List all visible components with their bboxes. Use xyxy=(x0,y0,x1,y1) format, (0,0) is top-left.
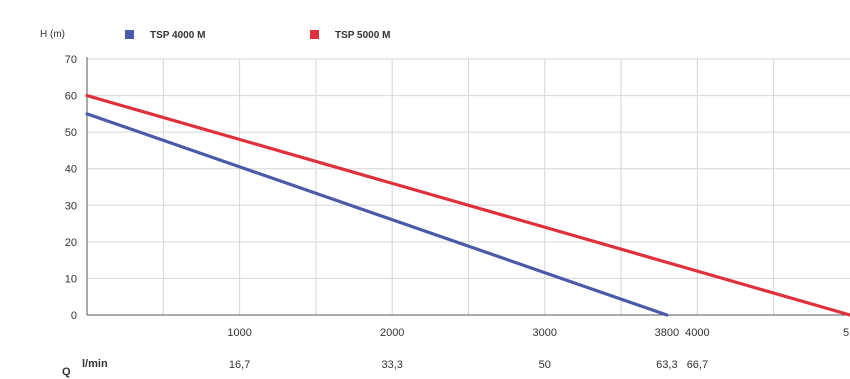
series-line-0 xyxy=(85,112,669,317)
x-tick-label-5: 5 xyxy=(843,327,849,339)
x-tick-label-2000: 2000 xyxy=(380,327,404,339)
x-secondary-tick-label-1000: 16,7 xyxy=(229,359,250,371)
x-tick-label-1000: 1000 xyxy=(227,327,251,339)
series-lines xyxy=(85,93,850,317)
y-tick-label-30: 30 xyxy=(65,200,77,212)
y-tick-label-70: 70 xyxy=(65,54,77,66)
x-axis-label-unit: l/min xyxy=(82,358,108,370)
x-axis-label-q: Q xyxy=(62,366,71,378)
x-secondary-tick-label-4000: 66,7 xyxy=(687,359,708,371)
grid xyxy=(87,58,850,315)
y-axis-label: H (m) xyxy=(40,29,65,40)
series-line-1 xyxy=(85,93,850,317)
y-tick-label-0: 0 xyxy=(71,310,77,322)
legend-swatch-tsp-4000 xyxy=(125,30,134,39)
y-tick-label-10: 10 xyxy=(65,273,77,285)
y-tick-label-40: 40 xyxy=(65,164,77,176)
x-secondary-tick-label-3800: 63,3 xyxy=(656,359,677,371)
x-tick-label-4000: 4000 xyxy=(685,327,709,339)
y-tick-label-20: 20 xyxy=(65,237,77,249)
legend-label-tsp-4000: TSP 4000 M xyxy=(150,30,205,41)
x-secondary-tick-label-3000: 50 xyxy=(539,359,551,371)
y-tick-label-50: 50 xyxy=(65,127,77,139)
x-secondary-tick-label-2000: 33,3 xyxy=(381,359,402,371)
x-tick-label-3800: 3800 xyxy=(655,327,679,339)
y-tick-label-60: 60 xyxy=(65,91,77,103)
x-tick-label-3000: 3000 xyxy=(533,327,557,339)
legend-label-tsp-5000: TSP 5000 M xyxy=(335,30,390,41)
legend: H (m) TSP 4000 M TSP 5000 M xyxy=(40,29,390,41)
legend-swatch-tsp-5000 xyxy=(310,30,319,39)
tick-labels: 0 10 20 30 40 50 60 70 1000 2000 3000 3800 4000 5 16,7… xyxy=(65,54,849,371)
axes xyxy=(86,57,850,316)
